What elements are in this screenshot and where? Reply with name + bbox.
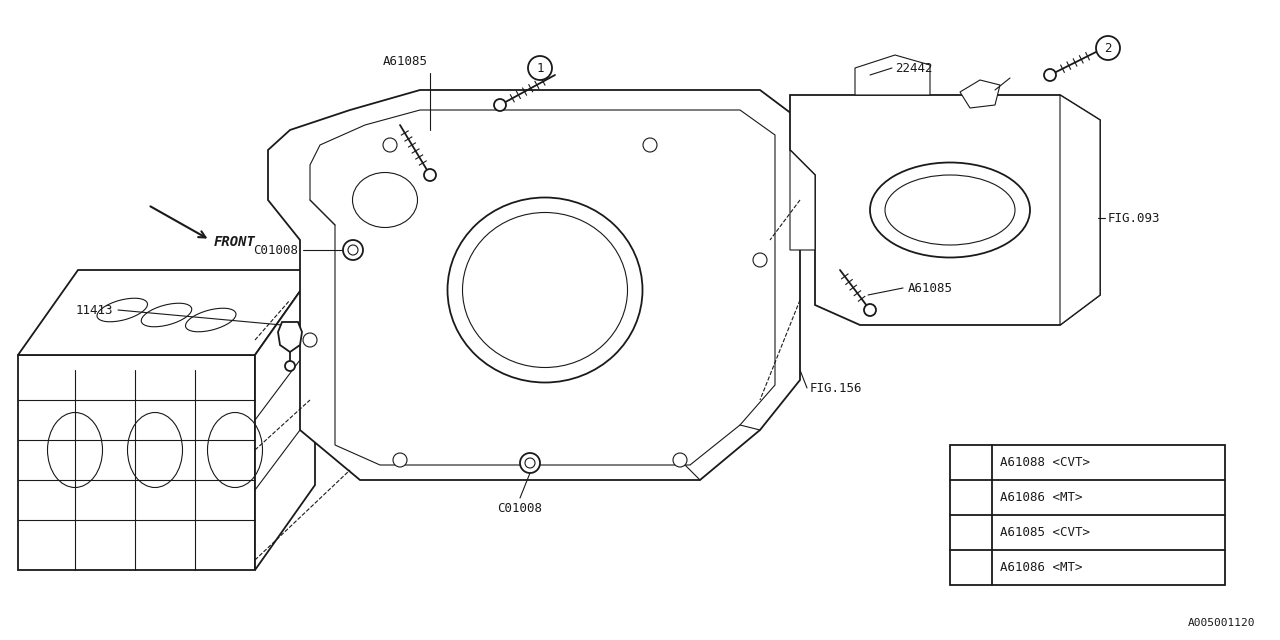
Polygon shape [18,270,315,355]
Circle shape [348,245,358,255]
Text: A61086 <MT>: A61086 <MT> [1000,491,1083,504]
Circle shape [520,453,540,473]
Circle shape [393,453,407,467]
Text: C01008: C01008 [253,243,298,257]
Text: A61085: A61085 [908,282,954,294]
Text: A61088 <CVT>: A61088 <CVT> [1000,456,1091,469]
Circle shape [957,484,984,511]
Polygon shape [278,322,302,352]
Text: FIG.093: FIG.093 [1108,211,1161,225]
Polygon shape [255,270,315,570]
Circle shape [285,361,294,371]
Text: 1: 1 [536,61,544,74]
Text: A61085 <CVT>: A61085 <CVT> [1000,526,1091,539]
Polygon shape [1060,95,1100,325]
Text: 22442: 22442 [895,61,933,74]
Circle shape [525,458,535,468]
Circle shape [643,138,657,152]
Text: FIG.156: FIG.156 [810,381,863,394]
Polygon shape [790,95,1100,325]
Circle shape [864,304,876,316]
Polygon shape [855,55,931,95]
Text: FRONT: FRONT [214,235,256,249]
Circle shape [673,453,687,467]
Polygon shape [268,90,800,480]
Text: 2: 2 [968,491,975,504]
Polygon shape [18,355,255,570]
Text: A61085: A61085 [383,55,428,68]
Circle shape [383,138,397,152]
Circle shape [957,554,984,580]
Text: A005001120: A005001120 [1188,618,1254,628]
Bar [950,445,1225,585]
Text: 1: 1 [968,561,975,574]
Circle shape [1096,36,1120,60]
Circle shape [343,240,364,260]
Circle shape [303,333,317,347]
Polygon shape [960,80,1000,108]
Circle shape [753,253,767,267]
Circle shape [494,99,506,111]
Text: 11413: 11413 [76,303,113,317]
Circle shape [529,56,552,80]
Polygon shape [790,150,815,250]
Text: A61086 <MT>: A61086 <MT> [1000,561,1083,574]
Text: 2: 2 [1105,42,1112,54]
Circle shape [1044,69,1056,81]
Circle shape [424,169,436,181]
Polygon shape [310,110,774,465]
Text: C01008: C01008 [498,502,543,515]
